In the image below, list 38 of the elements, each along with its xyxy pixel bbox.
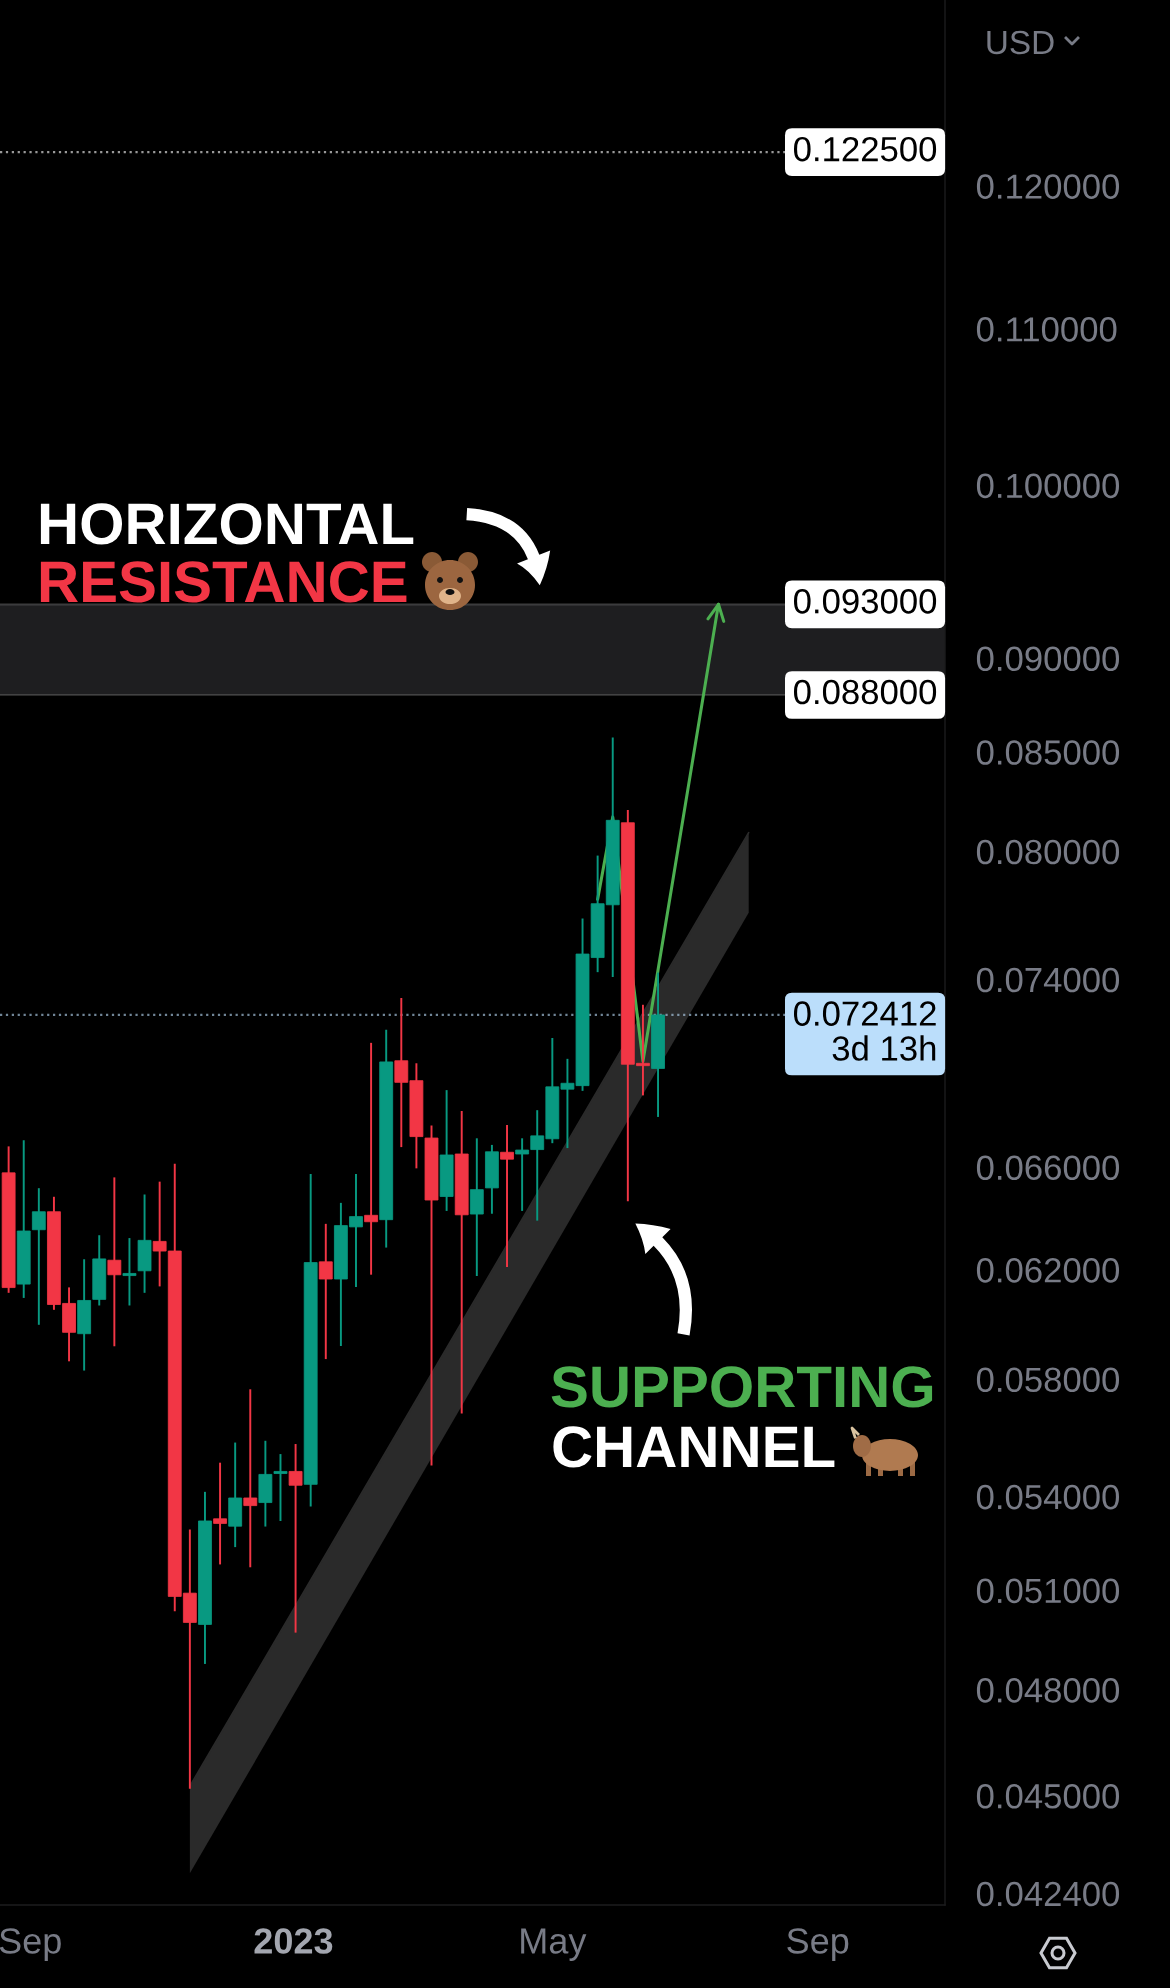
candlestick bbox=[122, 1238, 137, 1306]
y-tick-label: 0.054000 bbox=[976, 1484, 1120, 1510]
text: USD bbox=[987, 30, 1054, 55]
ref-line-label: 0.088000 bbox=[793, 679, 937, 705]
candlestick bbox=[107, 1177, 122, 1347]
candlestick bbox=[288, 1444, 303, 1633]
candlestick bbox=[273, 1454, 288, 1521]
x-tick-label: Sep bbox=[787, 1928, 849, 1961]
y-tick-label: 0.042400 bbox=[976, 1881, 1120, 1907]
annotation: RESISTANCE bbox=[40, 561, 407, 603]
y-tick-label: 0.110000 bbox=[976, 317, 1117, 342]
y-tick-label: 0.058000 bbox=[976, 1367, 1120, 1393]
y-tick-label: 0.045000 bbox=[976, 1784, 1120, 1809]
ref-line-label: 0.122500 bbox=[793, 136, 937, 162]
y-tick-label: 0.100000 bbox=[976, 473, 1120, 499]
candlestick bbox=[318, 1223, 333, 1360]
y-tick-label: 0.048000 bbox=[976, 1678, 1120, 1703]
annotation: SUPPORTING bbox=[551, 1366, 933, 1408]
y-tick-label: 0.062000 bbox=[976, 1258, 1120, 1283]
candlestick bbox=[213, 1462, 227, 1565]
ref-line-label: 0.072412 3d 13h bbox=[793, 1001, 936, 1061]
y-tick-label: 0.051000 bbox=[976, 1578, 1120, 1604]
x-tick-label: Sep bbox=[0, 1928, 61, 1961]
y-tick-label: 0.120000 bbox=[976, 174, 1120, 199]
candlestick bbox=[31, 1188, 46, 1325]
y-tick-label: 0.066000 bbox=[976, 1155, 1120, 1181]
y-tick-label: 0.080000 bbox=[976, 839, 1120, 865]
candlestick bbox=[364, 1042, 378, 1275]
annotation: HORIZONTAL bbox=[40, 503, 414, 545]
candlestick bbox=[243, 1389, 258, 1568]
x-tick-label: 2023 bbox=[254, 1928, 333, 1954]
y-tick-label: 0.090000 bbox=[976, 646, 1120, 672]
annotation: CHANNEL bbox=[553, 1426, 835, 1468]
x-tick-label: May bbox=[521, 1928, 587, 1961]
candlestick bbox=[500, 1124, 514, 1267]
y-tick-label: 0.074000 bbox=[976, 967, 1120, 993]
ref-line-label: 0.093000 bbox=[793, 589, 937, 614]
y-tick-label: 0.085000 bbox=[976, 740, 1120, 765]
